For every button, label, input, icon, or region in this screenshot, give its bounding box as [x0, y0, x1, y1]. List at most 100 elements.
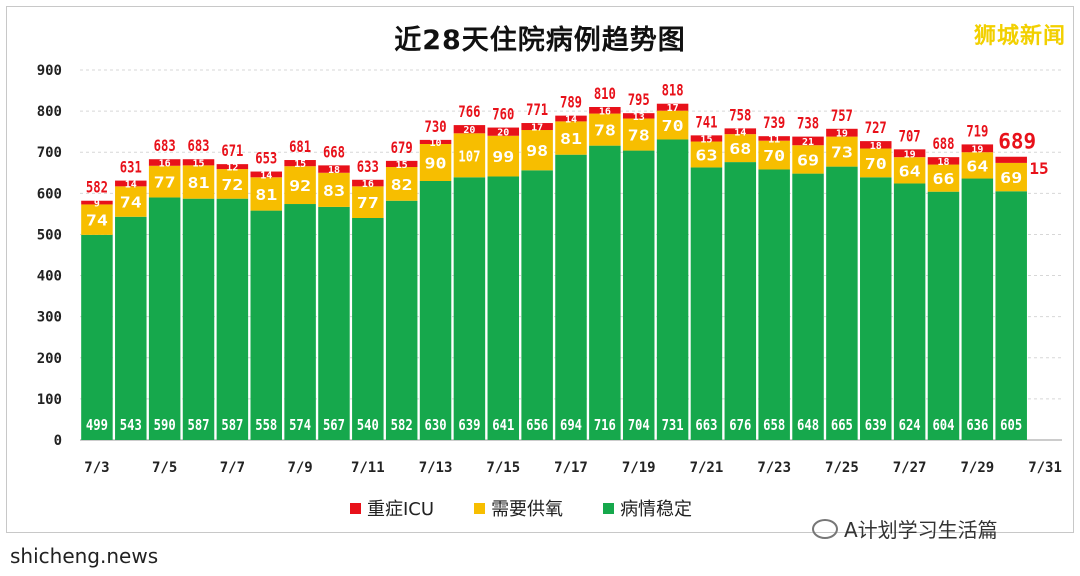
data-label-stable: 567	[323, 416, 345, 434]
data-label-stable: 731	[662, 416, 684, 434]
data-label-oxygen: 107	[458, 147, 480, 165]
bar-stable	[318, 206, 350, 440]
data-label-stable: 543	[120, 416, 142, 434]
data-label-stable: 590	[154, 416, 176, 434]
legend-swatch-oxygen	[474, 502, 486, 514]
data-label-total: 688	[932, 134, 954, 153]
bar-stable	[385, 200, 418, 440]
bar-icu	[656, 103, 689, 111]
data-label-total: 707	[899, 126, 921, 145]
data-label-icu: 9	[94, 199, 100, 210]
data-label-stable: 587	[221, 416, 243, 434]
bar-icu	[961, 144, 994, 153]
data-label-oxygen: 81	[187, 174, 209, 192]
data-label-stable: 574	[289, 416, 311, 434]
x-tick-label: 7/23	[757, 460, 791, 476]
bar-icu	[419, 139, 452, 144]
bar-oxygen	[690, 141, 723, 168]
bar-oxygen	[792, 145, 824, 174]
data-label-oxygen: 82	[391, 176, 413, 194]
y-tick-label: 100	[37, 392, 62, 408]
bar-stable	[961, 178, 994, 441]
bar-stable	[724, 162, 757, 441]
bar-stable	[81, 234, 113, 440]
bar-oxygen	[148, 165, 181, 198]
bar-oxygen	[453, 133, 486, 178]
data-label-stable: 499	[86, 416, 108, 434]
data-label-stable: 704	[628, 416, 650, 434]
chart-title: 近28天住院病例趋势图	[394, 25, 686, 56]
x-tick-label: 7/9	[287, 460, 312, 476]
data-label-total: 818	[662, 81, 684, 100]
data-label-total: 633	[357, 157, 379, 176]
legend-label-stable: 病情稳定	[620, 499, 693, 520]
data-label-total: 739	[763, 113, 785, 132]
bar-stable	[182, 198, 215, 440]
y-tick-label: 200	[37, 351, 62, 367]
data-label-oxygen: 70	[763, 147, 785, 165]
data-label-icu: 15	[1029, 159, 1048, 178]
data-label-icu: 20	[497, 128, 509, 139]
y-tick-label: 900	[37, 63, 62, 79]
data-label-oxygen: 77	[357, 194, 379, 212]
data-label-oxygen: 72	[221, 176, 243, 194]
bar-icu	[995, 156, 1027, 163]
bar-stable	[250, 210, 282, 440]
legend-item-oxygen: 需要供氧	[474, 495, 563, 521]
data-label-icu: 15	[700, 134, 712, 145]
x-tick-label: 7/3	[84, 460, 109, 476]
legend-swatch-stable	[603, 502, 615, 514]
bar-icu	[521, 123, 553, 131]
x-tick-label: 7/11	[351, 460, 385, 476]
data-label-total: 741	[695, 112, 717, 131]
bar-stable	[589, 145, 621, 440]
data-label-stable: 639	[865, 416, 887, 434]
data-label-oxygen: 70	[865, 155, 887, 173]
bar-oxygen	[961, 152, 994, 179]
y-tick-label: 300	[37, 310, 62, 326]
bar-oxygen	[927, 164, 960, 192]
bar-stable	[927, 191, 960, 440]
data-label-stable: 605	[1000, 416, 1022, 434]
data-label-total: 738	[797, 114, 819, 133]
bar-oxygen	[656, 110, 689, 140]
bar-icu	[622, 113, 655, 119]
bar-stable	[453, 177, 486, 441]
bar-stable	[656, 139, 689, 440]
bar-oxygen	[385, 167, 418, 201]
data-label-oxygen: 74	[86, 212, 108, 230]
data-label-total: 719	[966, 121, 988, 140]
data-label-stable: 641	[492, 416, 514, 434]
data-label-stable: 636	[966, 416, 988, 434]
bar-icu	[690, 135, 723, 142]
data-label-stable: 604	[932, 416, 954, 434]
data-label-icu: 21	[802, 137, 814, 148]
bar-stable	[622, 150, 655, 441]
data-label-stable: 658	[763, 416, 785, 434]
data-label-icu: 18	[937, 157, 949, 168]
data-label-icu: 19	[904, 149, 916, 160]
legend-swatch-icu	[350, 502, 361, 514]
bar-oxygen	[555, 121, 587, 155]
bar-oxygen	[487, 135, 520, 177]
data-label-oxygen: 81	[560, 130, 582, 148]
data-label-stable: 582	[391, 416, 413, 434]
x-tick-label: 7/5	[152, 460, 177, 476]
bar-oxygen	[724, 134, 757, 163]
bar-stable	[115, 216, 147, 440]
bar-oxygen	[115, 186, 147, 217]
bar-icu	[216, 164, 249, 170]
data-label-icu: 16	[599, 106, 611, 117]
bar-oxygen	[521, 130, 553, 171]
wechat-watermark: A计划学习生活篇	[812, 514, 998, 543]
data-label-oxygen: 74	[120, 194, 142, 212]
data-label-total: 757	[831, 106, 853, 125]
bar-oxygen	[182, 165, 215, 199]
wechat-icon	[812, 518, 838, 539]
bar-icu	[589, 107, 621, 114]
data-label-oxygen: 63	[695, 146, 717, 164]
bar-icu	[352, 179, 384, 187]
data-label-total: 582	[86, 178, 108, 197]
data-label-stable: 540	[357, 416, 379, 434]
data-label-stable: 639	[458, 416, 480, 434]
